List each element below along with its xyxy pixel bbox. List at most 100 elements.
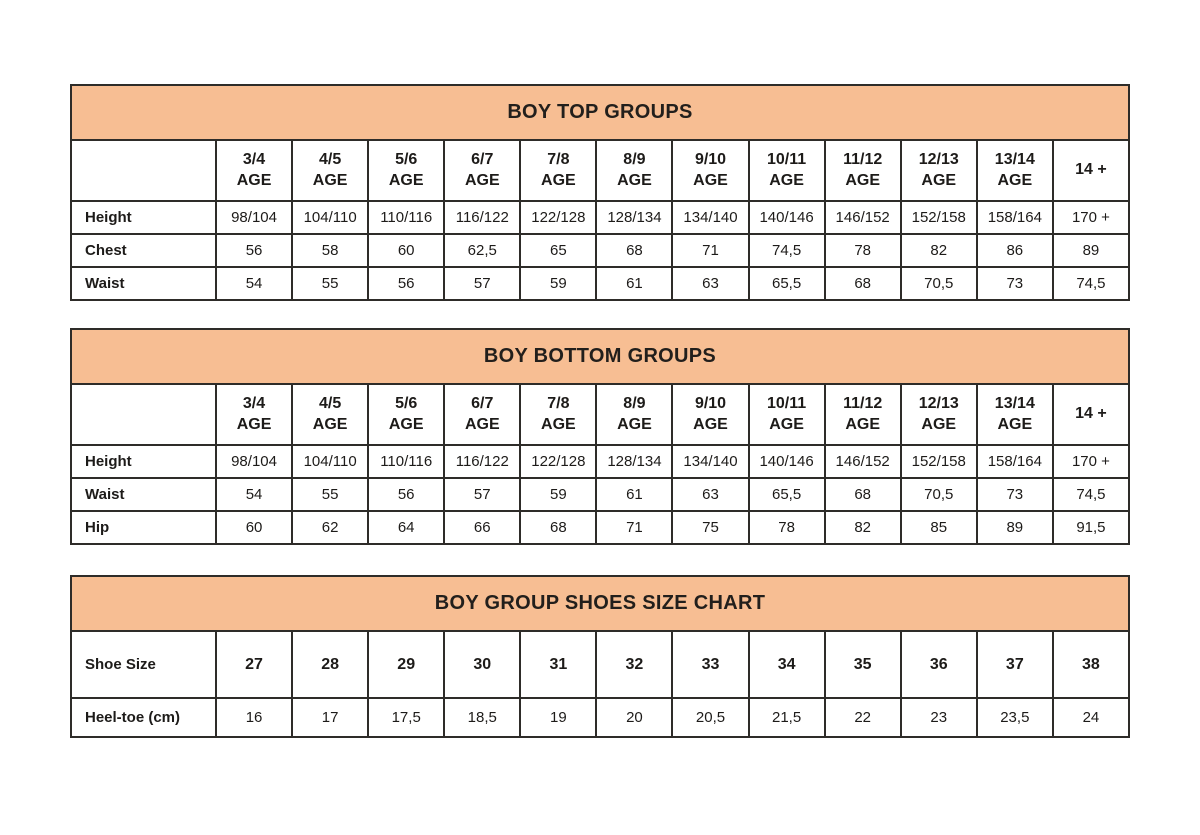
value-cell: 54 [214,266,294,301]
age-header-line: 14 + [1075,405,1107,423]
value-cell: 134/140 [671,200,750,235]
age-header-cell: 9/10 AGE [671,139,750,202]
value-cell: 116/122 [443,200,522,235]
age-header-cell: 5/6 AGE [367,139,446,202]
value-cell: 28 [291,630,370,699]
age-header-line: AGE [845,171,880,189]
age-header-cell: 5/6 AGE [367,383,446,446]
value-cell: 55 [291,266,370,301]
value-cell: 20 [595,697,674,738]
value-cell: 62 [291,510,370,545]
value-cell: 65,5 [747,477,826,512]
age-header-line: AGE [464,415,500,433]
value-cell: 68 [823,477,902,512]
age-header-line: 10/11 [767,150,807,168]
value-cell: 64 [367,510,446,545]
age-header-line: 13/14 [994,150,1035,168]
boy-top-groups-table: BOY TOP GROUPS 3/4 AGE 4/5 AGE 5/6 AGE 6/7 AGE 7/… [70,84,1131,301]
row-label: Height [70,200,217,235]
age-header-line: 4/5 [318,150,342,168]
age-header-line: 10/11 [767,394,807,412]
value-cell: 68 [595,233,674,268]
value-cell: 70,5 [899,477,978,512]
value-cell: 59 [519,477,598,512]
row-label: Height [70,444,217,479]
value-cell: 60 [367,233,446,268]
value-cell: 68 [519,510,598,545]
age-header-cell: 8/9 AGE [595,383,674,446]
age-header-line: AGE [997,171,1033,189]
value-cell: 56 [214,233,294,268]
value-cell: 116/122 [443,444,522,479]
table-title: BOY BOTTOM GROUPS [483,345,717,367]
value-cell: 146/152 [823,200,902,235]
value-cell: 86 [975,233,1054,268]
value-cell: 152/158 [899,444,978,479]
age-header-line: AGE [464,171,500,189]
value-cell: 61 [595,266,674,301]
value-cell: 21,5 [747,697,826,738]
row-label: Chest [70,233,217,268]
value-cell: 98/104 [214,200,294,235]
age-header-line: 12/13 [918,150,959,168]
value-cell: 170 + [1051,200,1131,235]
age-header-line: AGE [997,415,1033,433]
value-cell: 70,5 [899,266,978,301]
age-header-line: AGE [769,171,804,189]
value-cell: 36 [899,630,978,699]
age-header-cell: 14 + [1051,139,1131,202]
value-cell: 158/164 [975,444,1054,479]
table-title-band: BOY TOP GROUPS [70,84,1130,141]
age-header-line: 8/9 [623,394,646,412]
age-header-line: AGE [693,415,728,433]
value-cell: 128/134 [595,200,674,235]
value-cell: 71 [671,233,750,268]
value-cell: 85 [899,510,978,545]
value-cell: 22 [823,697,902,738]
age-header-line: 5/6 [395,150,418,168]
age-header-cell: 3/4 AGE [214,383,294,446]
value-cell: 98/104 [214,444,294,479]
value-cell: 82 [823,510,902,545]
value-cell: 27 [214,630,294,699]
size-table-boy-bottom-groups: BOY BOTTOM GROUPS 3/4 AGE 4/5 AGE 5/6 AGE 6/7 AG… [70,328,1131,545]
row-label: Waist [70,477,217,512]
age-header-cell: 13/14 AGE [975,383,1054,446]
age-header-line: 9/10 [694,150,727,168]
value-cell: 75 [671,510,750,545]
value-cell: 20,5 [671,697,750,738]
value-cell: 63 [671,477,750,512]
value-cell: 140/146 [747,200,826,235]
value-cell: 104/110 [291,200,370,235]
age-header-cell: 12/13 AGE [899,139,978,202]
corner-cell [70,383,217,446]
value-cell: 57 [443,477,522,512]
age-header-line: 8/9 [623,150,646,168]
value-cell: 17 [291,697,370,738]
value-cell: 73 [975,266,1054,301]
value-cell: 60 [214,510,294,545]
value-cell: 74,5 [1051,266,1131,301]
age-header-cell: 10/11 AGE [747,139,826,202]
value-cell: 91,5 [1051,510,1131,545]
value-cell: 35 [823,630,902,699]
value-cell: 58 [291,233,370,268]
value-cell: 32 [595,630,674,699]
value-cell: 23 [899,697,978,738]
age-header-line: 14 + [1075,161,1107,179]
row-label: Hip [70,510,217,545]
value-cell: 74,5 [1051,477,1131,512]
table-title: BOY TOP GROUPS [507,101,693,123]
value-cell: 23,5 [975,697,1054,738]
value-cell: 89 [1051,233,1131,268]
value-cell: 18,5 [443,697,522,738]
row-label: Waist [70,266,217,301]
age-header-line: AGE [541,415,576,433]
value-cell: 29 [367,630,446,699]
age-header-cell: 11/12 AGE [823,383,902,446]
age-header-line: 13/14 [994,394,1035,412]
value-cell: 78 [823,233,902,268]
value-cell: 62,5 [443,233,522,268]
age-header-line: 11/12 [843,394,883,412]
